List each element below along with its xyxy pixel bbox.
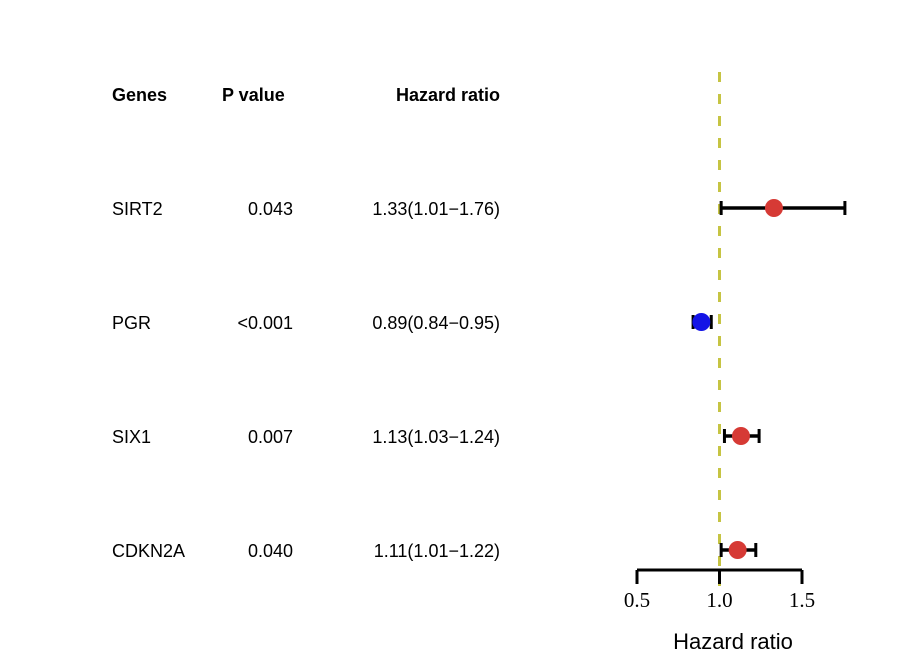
header-hazard-ratio: Hazard ratio bbox=[396, 85, 500, 105]
x-tick-label: 1.0 bbox=[706, 588, 732, 612]
header-p-value: P value bbox=[222, 85, 285, 105]
hr-point bbox=[764, 199, 783, 217]
hr-point bbox=[728, 541, 747, 559]
p-value-cell: 0.040 bbox=[248, 541, 293, 561]
x-tick-label: 1.5 bbox=[789, 588, 815, 612]
x-axis-title: Hazard ratio bbox=[673, 629, 793, 650]
gene-label: CDKN2A bbox=[112, 541, 185, 561]
x-tick-label: 0.5 bbox=[624, 588, 650, 612]
hr-point bbox=[692, 313, 711, 331]
hr-text-cell: 1.13(1.03−1.24) bbox=[372, 427, 500, 447]
gene-label: SIRT2 bbox=[112, 199, 163, 219]
hr-text-cell: 1.33(1.01−1.76) bbox=[372, 199, 500, 219]
hr-text-cell: 1.11(1.01−1.22) bbox=[374, 541, 500, 561]
p-value-cell: 0.043 bbox=[248, 199, 293, 219]
header-genes: Genes bbox=[112, 85, 167, 105]
gene-label: SIX1 bbox=[112, 427, 151, 447]
plot-area: 0.5 1.0 1.5 bbox=[624, 72, 847, 612]
p-value-cell: <0.001 bbox=[237, 313, 293, 333]
hr-point bbox=[731, 427, 750, 445]
gene-label: PGR bbox=[112, 313, 151, 333]
p-value-cell: 0.007 bbox=[248, 427, 293, 447]
hr-text-cell: 0.89(0.84−0.95) bbox=[372, 313, 500, 333]
